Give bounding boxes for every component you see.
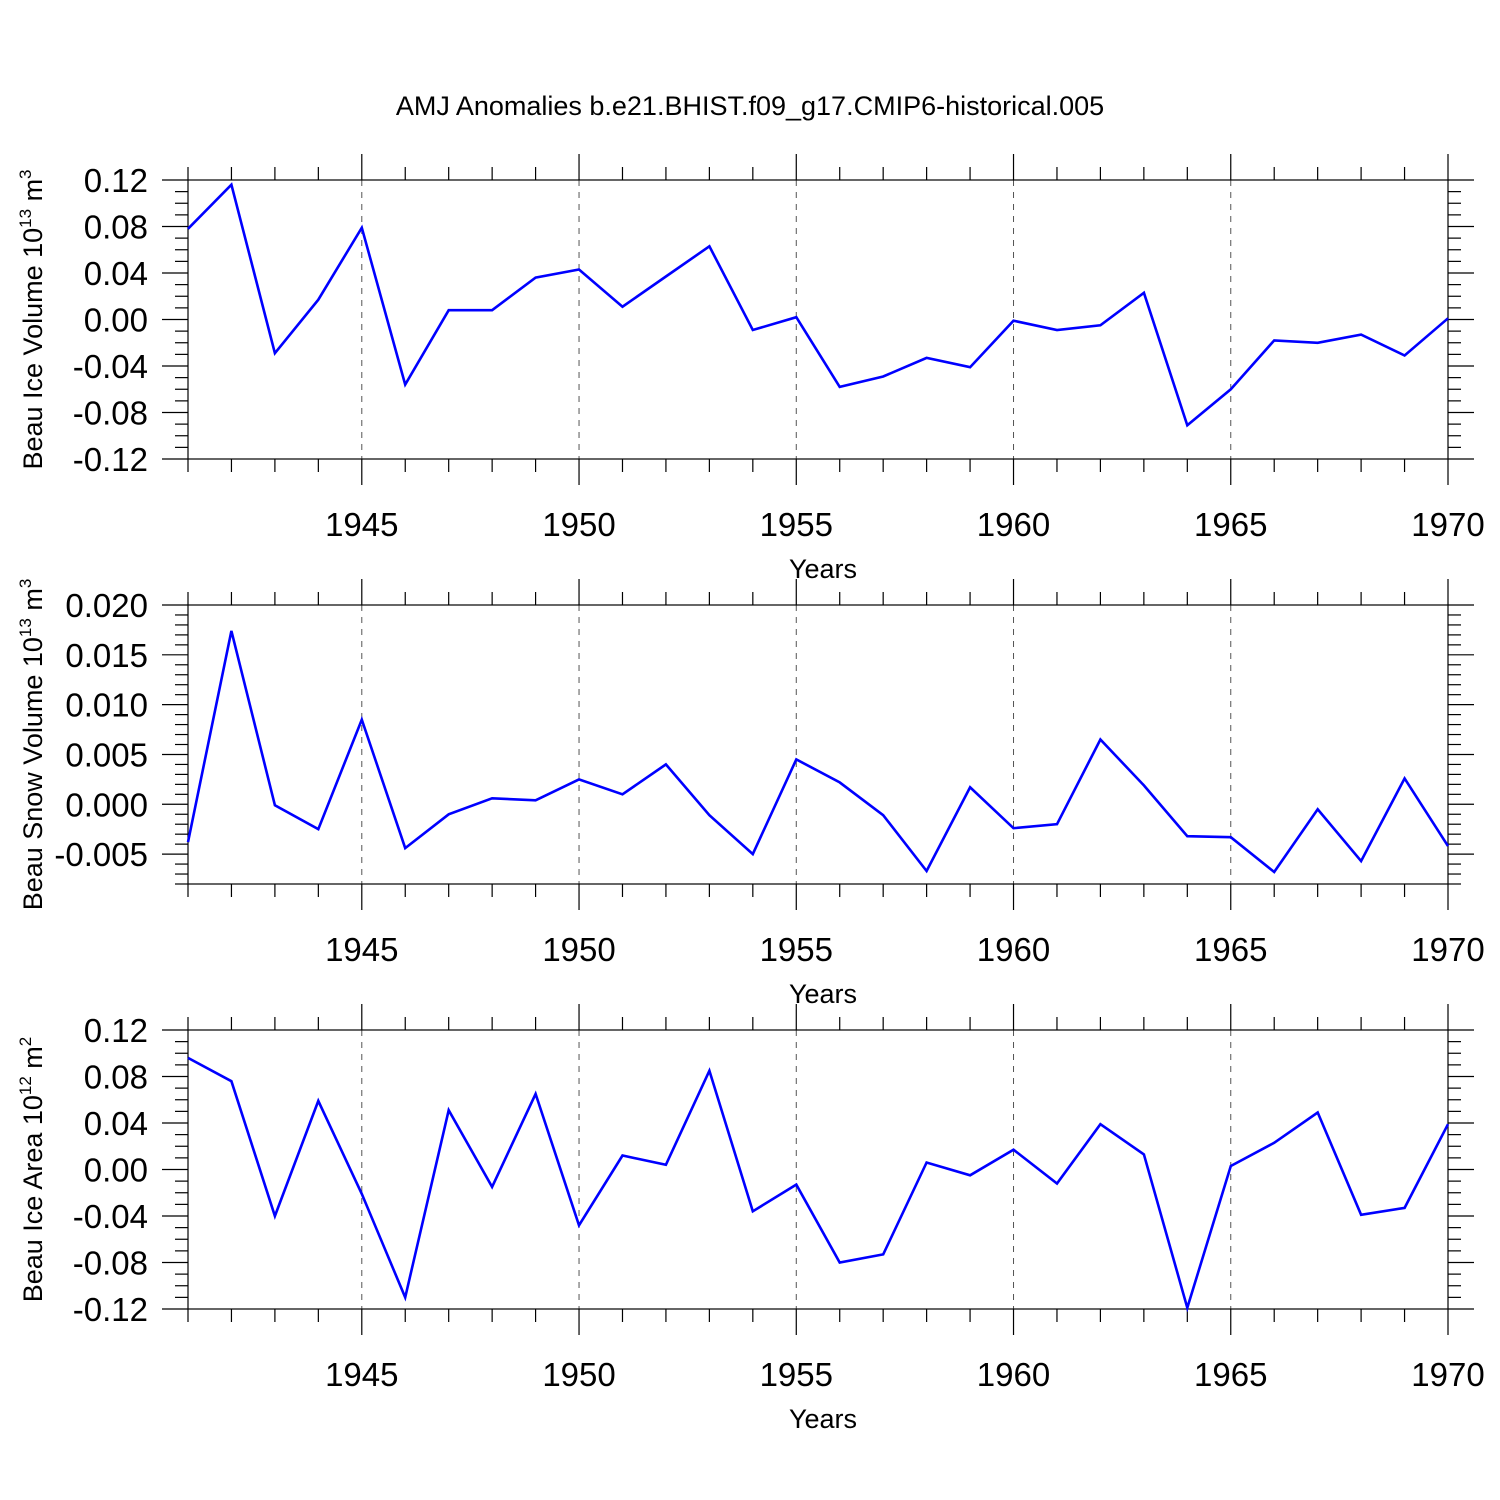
- x-axis-title: Years: [789, 554, 857, 584]
- plot-frame: [187, 179, 1449, 460]
- y-tick-label: -0.12: [73, 441, 148, 478]
- y-axis-title-unit-exponent: 3: [16, 579, 35, 588]
- x-tick-label: 1970: [1411, 1356, 1484, 1393]
- x-tick-label: 1950: [542, 931, 615, 968]
- panel-snow-volume: 1945 1950 1955 1960 1965 1970 -0.005 0.000 0.005…: [16, 579, 1485, 1009]
- y-axis-title: Beau Snow Volume 1013 m3: [16, 579, 48, 911]
- y-axis-title-exponent: 12: [16, 1076, 35, 1095]
- y-axis-title: Beau Ice Volume 1013 m3: [16, 169, 48, 469]
- series-line-ice-area: [187, 1056, 1450, 1313]
- series-line-snow-volume: [186, 630, 1450, 874]
- x-tick-label: 1955: [760, 1356, 833, 1393]
- y-axis-title-text: Beau Snow Volume 10: [18, 637, 48, 910]
- x-tick-label: 1965: [1194, 931, 1267, 968]
- y-tick-label: 0.04: [84, 1105, 148, 1142]
- y-tick-label: -0.08: [73, 1245, 148, 1282]
- plot-frame: [187, 604, 1449, 885]
- y-tick-label: 0.005: [65, 736, 148, 773]
- y-tick-label: 0.020: [65, 587, 148, 624]
- x-tick-label: 1950: [542, 1356, 615, 1393]
- y-tick-label: 0.00: [84, 302, 148, 339]
- y-axis-title-exponent: 13: [16, 209, 35, 228]
- x-tick-label: 1965: [1194, 1356, 1267, 1393]
- y-tick-label: 0.00: [84, 1152, 148, 1189]
- y-tick-label: 0.000: [65, 786, 148, 823]
- y-axis-title-unit: m: [18, 179, 48, 209]
- x-tick-label: 1960: [977, 506, 1050, 543]
- x-tick-label: 1945: [325, 931, 398, 968]
- y-axis-title-text: Beau Ice Volume 10: [18, 228, 48, 470]
- x-tick-label: 1945: [325, 506, 398, 543]
- y-axis-title-unit: m: [18, 1046, 48, 1076]
- y-tick-label: 0.015: [65, 637, 148, 674]
- y-tick-label: 0.04: [84, 255, 148, 292]
- y-tick-label: -0.04: [73, 348, 148, 385]
- y-tick-label: -0.04: [73, 1198, 148, 1235]
- y-axis-title-exponent: 13: [16, 618, 35, 637]
- y-axis-title: Beau Ice Area 1012 m2: [16, 1037, 48, 1303]
- y-tick-label: 0.08: [84, 1059, 148, 1096]
- y-axis-title-text: Beau Ice Area 10: [18, 1095, 48, 1302]
- x-tick-label: 1965: [1194, 506, 1267, 543]
- y-tick-label: -0.08: [73, 395, 148, 432]
- y-tick-label: 0.010: [65, 687, 148, 724]
- y-tick-label: -0.005: [54, 836, 148, 873]
- x-tick-label: 1955: [760, 931, 833, 968]
- y-axis-title-unit-exponent: 2: [16, 1037, 35, 1046]
- x-tick-label: 1950: [542, 506, 615, 543]
- y-tick-label: 0.08: [84, 209, 148, 246]
- x-tick-label: 1955: [760, 506, 833, 543]
- plot-frame: [187, 1029, 1449, 1310]
- x-tick-label: 1960: [977, 1356, 1050, 1393]
- y-tick-label: 0.12: [84, 162, 148, 199]
- x-tick-label: 1970: [1411, 506, 1484, 543]
- x-axis-title: Years: [789, 979, 857, 1009]
- y-axis-title-unit-exponent: 3: [16, 169, 35, 178]
- x-tick-label: 1945: [325, 1356, 398, 1393]
- x-tick-label: 1970: [1411, 931, 1484, 968]
- x-axis-title: Years: [789, 1404, 857, 1434]
- chart-title: AMJ Anomalies b.e21.BHIST.f09_g17.CMIP6-…: [396, 91, 1104, 121]
- y-tick-label: 0.12: [84, 1012, 148, 1049]
- y-axis-title-unit: m: [18, 588, 48, 618]
- panel-ice-area: 1945 1950 1955 1960 1965 1970 -0.12 -0.08 -0.04 0…: [16, 1004, 1485, 1434]
- panels-group: 1945 1950 1955 1960 1965 1970 -0.12 -0.08 -0.04 0…: [16, 154, 1485, 1434]
- series-line-ice-volume: [187, 182, 1449, 428]
- y-tick-label: -0.12: [73, 1291, 148, 1328]
- x-tick-label: 1960: [977, 931, 1050, 968]
- panel-ice-volume: 1945 1950 1955 1960 1965 1970 -0.12 -0.08 -0.04 0…: [16, 154, 1485, 584]
